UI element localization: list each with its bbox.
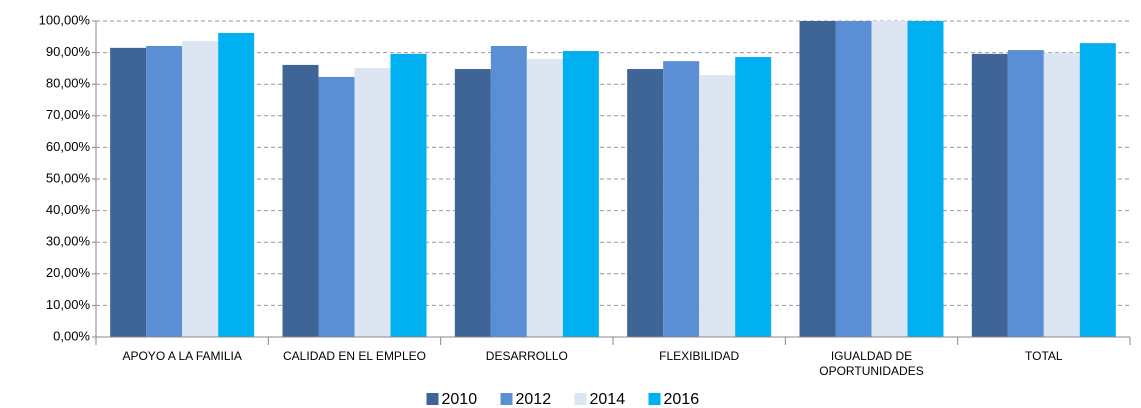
bar (799, 21, 836, 337)
legend-label: 2016 (664, 391, 700, 408)
bar (907, 21, 944, 337)
bar (562, 51, 599, 338)
bar (182, 40, 219, 338)
bar (971, 53, 1008, 337)
bar (699, 75, 736, 337)
bar (282, 64, 319, 337)
bar (354, 68, 391, 338)
bar (735, 57, 772, 338)
bar (490, 45, 527, 338)
bar (318, 76, 355, 337)
bar (390, 53, 427, 337)
bar (454, 69, 491, 338)
y-tick-label: 100,00% (39, 12, 91, 27)
y-tick-label: 10,00% (46, 297, 91, 312)
bar (627, 69, 664, 338)
x-tick-label: TOTAL (1025, 349, 1063, 363)
y-tick-label: 50,00% (46, 170, 91, 185)
legend-label: 2014 (590, 391, 626, 408)
legend-label: 2012 (516, 391, 552, 408)
y-tick-label: 40,00% (46, 202, 91, 217)
x-tick-label: DESARROLLO (485, 349, 568, 363)
legend-swatch (426, 393, 439, 405)
y-tick-label: 90,00% (46, 44, 91, 59)
y-tick-label: 0,00% (53, 328, 90, 343)
legend-swatch (500, 393, 513, 405)
bar (871, 21, 908, 337)
bar (526, 58, 563, 338)
y-tick-label: 60,00% (46, 139, 91, 154)
x-tick-label: FLEXIBILIDAD (659, 349, 740, 363)
x-tick-label: CALIDAD EN EL EMPLEO (283, 349, 426, 363)
legend-swatch (574, 393, 587, 405)
bar (1079, 43, 1116, 338)
bar (110, 47, 147, 338)
x-tick-label: IGUALDAD DE OPORTUNIDADES (819, 349, 924, 378)
x-tick-label: APOYO A LA FAMILIA (122, 349, 242, 363)
bar (835, 21, 872, 337)
bar (663, 61, 700, 338)
y-tick-label: 30,00% (46, 234, 91, 249)
y-tick-label: 70,00% (46, 107, 91, 122)
legend-swatch (648, 393, 661, 405)
y-tick-label: 20,00% (46, 265, 91, 280)
bar (218, 33, 255, 338)
legend-label: 2010 (442, 391, 478, 408)
bar (1007, 50, 1044, 338)
bar (146, 45, 183, 338)
y-tick-label: 80,00% (46, 76, 91, 91)
bar (1043, 52, 1080, 337)
